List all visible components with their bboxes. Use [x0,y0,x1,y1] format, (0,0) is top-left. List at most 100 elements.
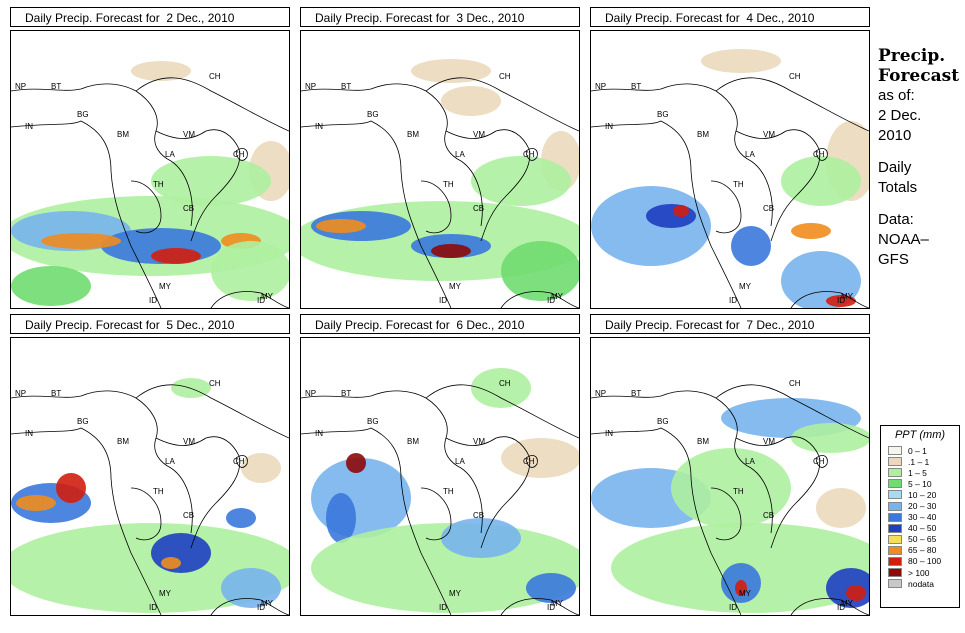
precip-area [16,495,56,511]
country-label: IN [605,122,613,131]
precip-field [11,378,289,613]
border-line [790,598,869,615]
precip-area [791,223,831,239]
country-label: TH [733,180,744,189]
border-line [170,467,193,534]
panel-title: Daily Precip. Forecast for 5 Dec., 2010 [10,314,290,334]
border-line [460,160,483,227]
border-line [591,427,712,554]
country-label: CB [183,511,194,520]
border-line [460,467,483,534]
border-line [425,384,579,439]
country-label: ID [149,296,157,305]
country-label: TH [733,487,744,496]
legend-label: 50 – 65 [908,534,937,545]
country-label: LA [745,457,755,466]
border-line [210,598,289,615]
country-label: LA [745,150,755,159]
forecast-panel-dec6: Daily Precip. Forecast for 6 Dec., 2010 … [300,314,580,616]
country-label: BM [407,130,419,139]
precip-area [526,573,576,603]
country-label: BT [51,389,61,398]
country-label: MY [261,599,274,608]
legend-item: 80 – 100 [888,556,959,567]
border-line [135,384,289,439]
country-label: ID [729,296,737,305]
precip-area [816,488,866,528]
data-label: Data: [878,211,914,228]
country-label: ID [149,603,157,612]
country-label: ID [837,603,845,612]
precip-area [226,508,256,528]
legend-item: nodata [888,578,959,589]
borders [591,77,869,308]
country-label: NP [595,389,606,398]
asof-date: 2 Dec. [878,107,922,124]
panel-title: Daily Precip. Forecast for 6 Dec., 2010 [300,314,580,334]
legend-item: 40 – 50 [888,523,959,534]
borders [591,384,869,615]
legend-item: 20 – 30 [888,500,959,511]
country-label: BT [631,389,641,398]
country-label: BT [631,82,641,91]
border-line [301,83,462,162]
precip-map: NP BT CH IN BG BM VM LA CH TH CB MY MY ID ID [300,30,580,309]
data-source-line1: NOAA– [878,231,929,248]
precip-field [591,398,869,613]
border-line [130,245,162,308]
legend-swatch [888,501,902,511]
country-label: BM [117,437,129,446]
border-line [235,455,248,468]
border-line [525,148,538,161]
legend-label: nodata [908,578,934,589]
precip-area [735,580,747,596]
country-label: BG [367,110,379,119]
panel-title: Daily Precip. Forecast for 2 Dec., 2010 [10,7,290,27]
country-label: CB [473,511,484,520]
country-label: ID [257,603,265,612]
legend-item: > 100 [888,567,959,578]
precip-field [311,368,579,613]
country-label: CB [183,204,194,213]
precip-area [221,568,281,608]
country-label: CH [233,457,245,466]
country-label: MY [261,292,274,301]
country-label: VM [183,437,195,446]
precip-area [673,205,689,217]
totals-label: Totals [878,179,918,196]
precip-area [411,59,491,83]
precip-area [56,473,86,503]
border-line [420,487,452,541]
border-line [750,160,773,227]
precip-map: NP BT CH IN BG BM VM LA CH TH CB MY MY ID ID [590,30,870,309]
panel-title: Daily Precip. Forecast for 4 Dec., 2010 [590,7,870,27]
country-label: NP [15,82,26,91]
precip-area [781,156,861,206]
precip-area [846,585,866,601]
legend-label: 0 – 1 [908,445,927,456]
country-label: IN [315,429,323,438]
precip-area [346,453,366,473]
country-label: ID [439,296,447,305]
precip-area [151,248,201,264]
country-label: ID [837,296,845,305]
border-line [130,180,162,234]
border-line [11,120,132,247]
country-label: BT [341,389,351,398]
precip-area [471,156,571,206]
country-label: MY [159,589,172,598]
country-label: CB [473,204,484,213]
country-label: LA [165,150,175,159]
border-line [710,552,742,615]
country-label: VM [473,437,485,446]
border-line [500,598,579,615]
border-line [525,455,538,468]
border-line [11,83,172,162]
precip-field [301,59,579,301]
country-label: VM [763,437,775,446]
legend-item: 0 – 1 [888,445,959,456]
legend-label: > 100 [908,567,930,578]
country-label: CB [763,511,774,520]
